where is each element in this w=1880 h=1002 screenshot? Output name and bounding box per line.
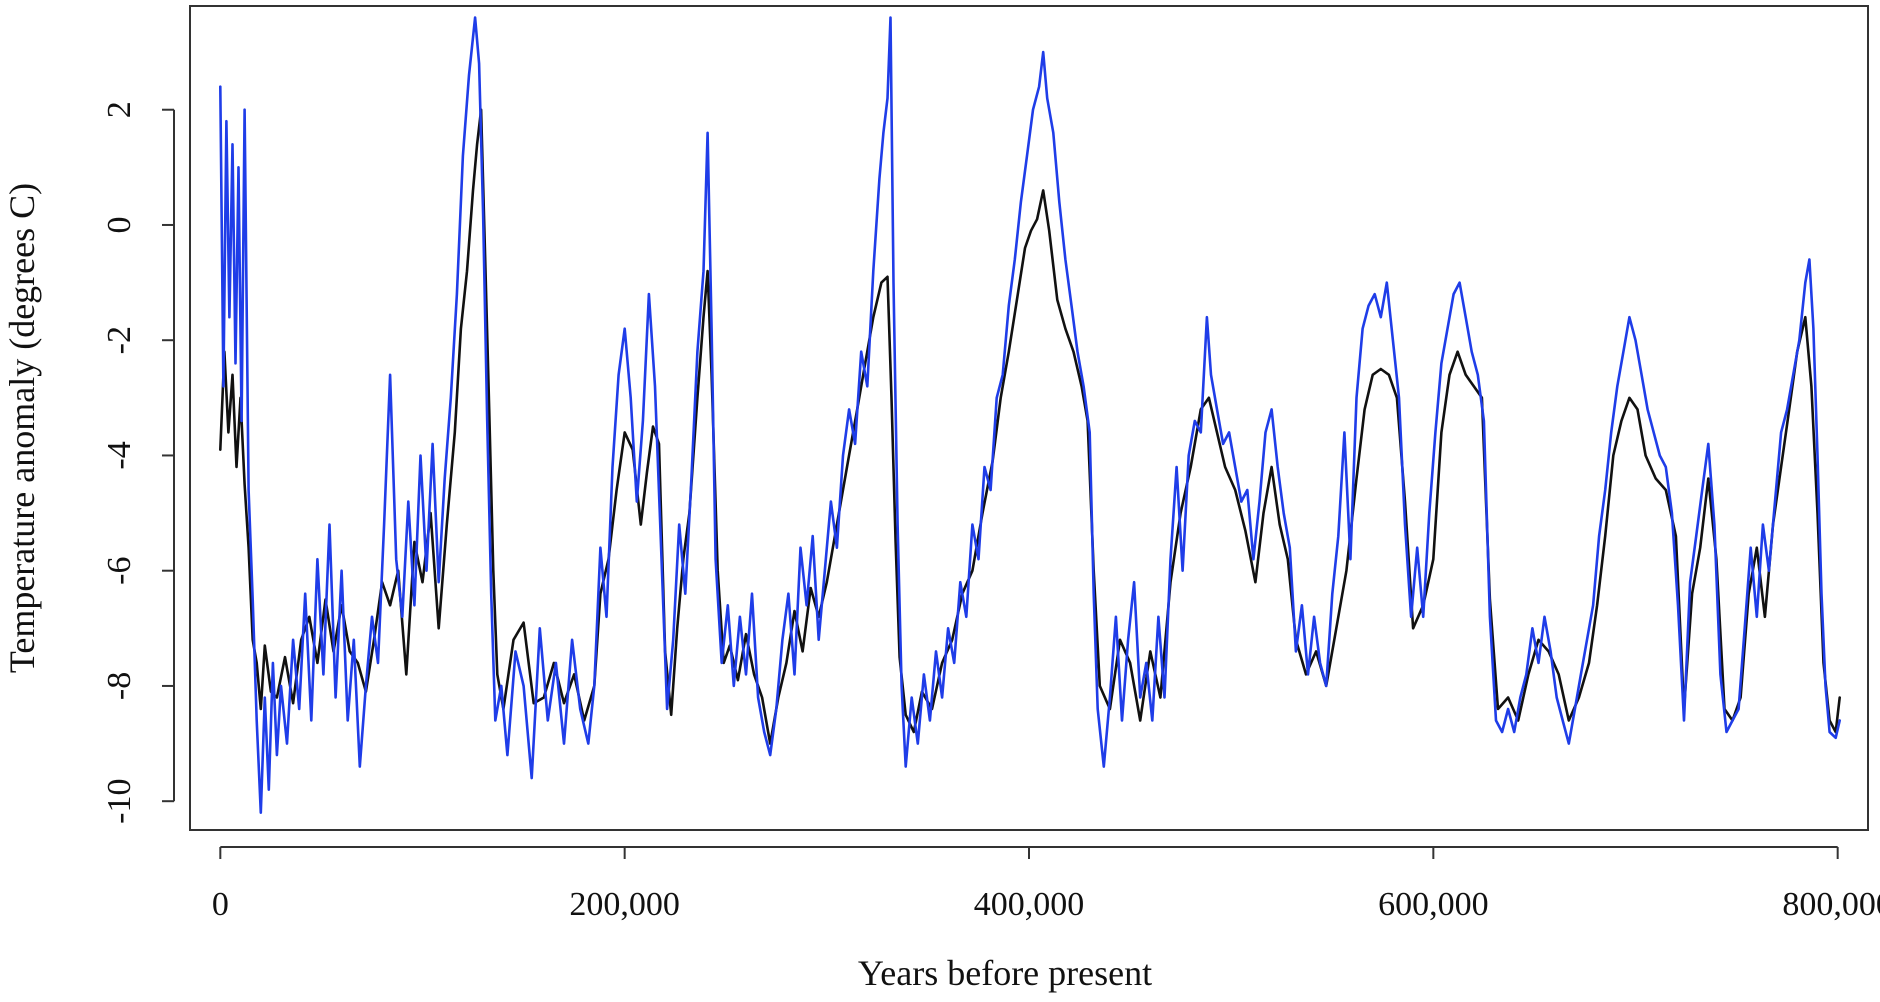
y-tick-label: -2 (101, 326, 138, 354)
x-tick-label: 600,000 (1378, 886, 1489, 923)
y-tick-label: -8 (101, 672, 138, 700)
series-line-1 (219, 108, 1841, 745)
y-axis: 2 0 -2 -4 -6 -8 -10 (101, 101, 175, 824)
x-axis: 0 200,000 400,000 600,000 800,000 (212, 846, 1880, 923)
y-tick-label: 0 (101, 216, 138, 233)
y-axis-title: Temperature anomaly (degrees C) (2, 183, 42, 673)
x-tick-label: 400,000 (974, 886, 1085, 923)
series-layer (219, 16, 1841, 815)
plot-frame (189, 5, 1869, 831)
y-tick-label: -4 (101, 441, 138, 469)
x-tick-label: 0 (212, 886, 229, 923)
y-tick-label: -6 (101, 557, 138, 585)
y-tick-label: -10 (101, 779, 138, 824)
x-tick-label: 800,000 (1782, 886, 1880, 923)
x-tick-label: 200,000 (569, 886, 680, 923)
series-line-2 (219, 16, 1841, 815)
x-axis-title: Years before present (858, 953, 1152, 993)
y-tick-label: 2 (101, 101, 138, 118)
